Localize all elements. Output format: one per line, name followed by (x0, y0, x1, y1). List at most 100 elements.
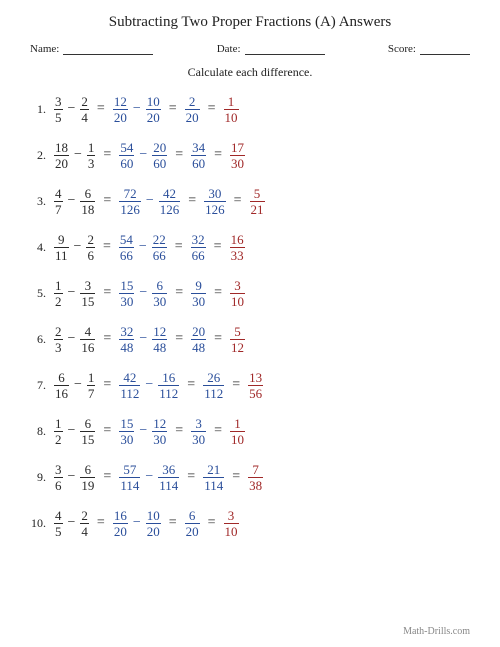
fraction: 12 (54, 417, 63, 446)
numerator: 1 (87, 141, 96, 154)
problem-row: 6.23−416=3248−1248=2048=512 (26, 316, 470, 362)
numerator: 12 (113, 95, 128, 108)
fraction: 1620 (113, 509, 128, 538)
equals-sign: = (206, 285, 230, 301)
fraction: 618 (80, 187, 95, 216)
problem-number: 3. (26, 194, 54, 209)
numerator: 4 (54, 509, 63, 522)
problem-row: 2.1820−13=5460−2060=3460=1730 (26, 132, 470, 178)
numerator: 17 (230, 141, 245, 154)
denominator: 2 (54, 433, 63, 446)
fraction: 26112 (203, 371, 224, 400)
denominator: 16 (80, 341, 95, 354)
denominator: 114 (203, 479, 224, 492)
numerator: 15 (119, 417, 134, 430)
problem-row: 8.12−615=1530−1230=330=110 (26, 408, 470, 454)
fraction: 35 (54, 95, 63, 124)
equals-sign: = (167, 147, 191, 163)
numerator: 57 (122, 463, 137, 476)
numerator: 20 (152, 141, 167, 154)
denominator: 19 (80, 479, 95, 492)
numerator: 16 (230, 233, 245, 246)
problem-number: 1. (26, 102, 54, 117)
equals-sign: = (200, 515, 224, 531)
equals-sign: = (95, 147, 119, 163)
denominator: 20 (185, 111, 200, 124)
fraction: 16112 (158, 371, 179, 400)
problem-row: 5.12−315=1530−630=930=310 (26, 270, 470, 316)
minus-sign: − (128, 515, 146, 531)
denominator: 15 (80, 433, 95, 446)
fraction: 12 (54, 279, 63, 308)
denominator: 112 (119, 387, 140, 400)
numerator: 2 (54, 325, 63, 338)
fraction: 26 (86, 233, 95, 262)
fraction: 738 (248, 463, 263, 492)
numerator: 2 (80, 95, 89, 108)
numerator: 32 (191, 233, 206, 246)
numerator: 6 (84, 417, 93, 430)
score-label: Score: (388, 43, 416, 55)
problem-number: 8. (26, 424, 54, 439)
denominator: 21 (250, 203, 265, 216)
numerator: 72 (123, 187, 138, 200)
problem-number: 7. (26, 378, 54, 393)
denominator: 30 (152, 433, 167, 446)
name-underline (63, 43, 153, 55)
fraction: 23 (54, 325, 63, 354)
numerator: 16 (161, 371, 176, 384)
problem-row: 4.911−26=5466−2266=3266=1633 (26, 224, 470, 270)
denominator: 33 (230, 249, 245, 262)
denominator: 10 (224, 111, 239, 124)
fraction: 42112 (119, 371, 140, 400)
numerator: 22 (152, 233, 167, 246)
denominator: 20 (113, 111, 128, 124)
denominator: 7 (54, 203, 63, 216)
equals-sign: = (179, 377, 203, 393)
page-title: Subtracting Two Proper Fractions (A) Ans… (0, 0, 500, 31)
numerator: 6 (84, 463, 93, 476)
equals-sign: = (95, 423, 119, 439)
fraction: 1820 (54, 141, 69, 170)
fraction: 5460 (119, 141, 134, 170)
minus-sign: − (134, 285, 152, 301)
minus-sign: − (134, 423, 152, 439)
problem-list: 1.35−24=1220−1020=220=1102.1820−13=5460−… (0, 86, 500, 546)
fraction: 5466 (119, 233, 134, 262)
numerator: 10 (146, 509, 161, 522)
denominator: 30 (191, 433, 206, 446)
denominator: 30 (119, 433, 134, 446)
equals-sign: = (95, 469, 119, 485)
equals-sign: = (180, 193, 204, 209)
fraction: 1020 (146, 509, 161, 538)
denominator: 126 (119, 203, 141, 216)
denominator: 66 (119, 249, 134, 262)
fraction: 1356 (248, 371, 263, 400)
fraction: 630 (152, 279, 167, 308)
fraction: 21114 (203, 463, 224, 492)
equals-sign: = (224, 377, 248, 393)
minus-sign: − (140, 377, 158, 393)
fraction: 315 (80, 279, 95, 308)
minus-sign: − (128, 101, 146, 117)
numerator: 12 (152, 417, 167, 430)
minus-sign: − (63, 285, 81, 301)
date-label: Date: (217, 43, 241, 55)
numerator: 3 (194, 417, 203, 430)
numerator: 15 (119, 279, 134, 292)
denominator: 3 (87, 157, 96, 170)
denominator: 60 (191, 157, 206, 170)
denominator: 112 (203, 387, 224, 400)
numerator: 2 (188, 95, 197, 108)
fraction: 615 (80, 417, 95, 446)
fraction: 17 (87, 371, 96, 400)
problem-row: 1.35−24=1220−1020=220=110 (26, 86, 470, 132)
header-fields: Name: Date: Score: (0, 31, 500, 55)
denominator: 60 (152, 157, 167, 170)
numerator: 54 (119, 141, 134, 154)
numerator: 3 (233, 279, 242, 292)
fraction: 1530 (119, 279, 134, 308)
numerator: 1 (54, 279, 63, 292)
score-field: Score: (388, 43, 470, 55)
minus-sign: − (63, 423, 81, 439)
